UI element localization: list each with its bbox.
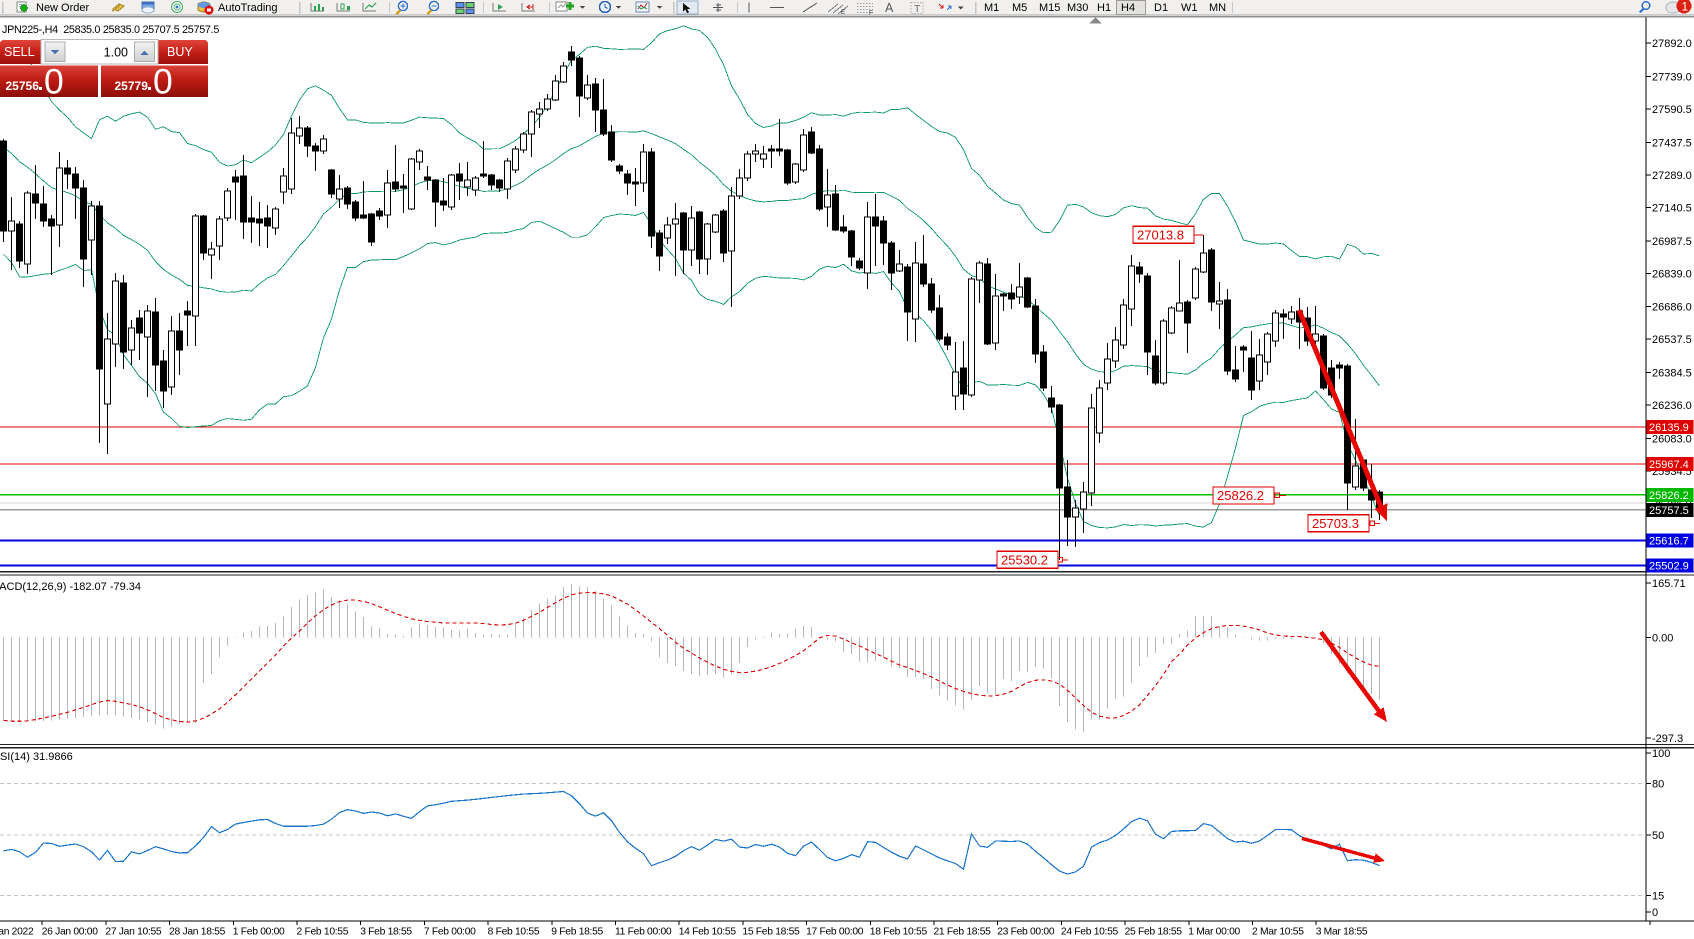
svg-text:D1: D1 — [1154, 2, 1168, 14]
svg-text:18 Feb 10:55: 18 Feb 10:55 — [870, 927, 928, 938]
svg-text:25616.7: 25616.7 — [1649, 536, 1689, 548]
svg-text:25703.3: 25703.3 — [1312, 516, 1359, 531]
svg-text:21 Feb 18:55: 21 Feb 18:55 — [934, 927, 992, 938]
svg-text:27140.5: 27140.5 — [1652, 202, 1692, 214]
svg-text:15 Feb 18:55: 15 Feb 18:55 — [742, 927, 800, 938]
svg-text:25502.9: 25502.9 — [1649, 561, 1689, 573]
svg-text:JPN225-,H4 25835.0 25835.0 25: JPN225-,H4 25835.0 25835.0 25707.5 25757… — [2, 24, 219, 36]
svg-text:27739.0: 27739.0 — [1652, 71, 1692, 83]
svg-text:1.00: 1.00 — [104, 46, 128, 60]
svg-text:24 Feb 10:55: 24 Feb 10:55 — [1061, 927, 1119, 938]
svg-text:27892.0: 27892.0 — [1652, 38, 1692, 50]
svg-text:27590.5: 27590.5 — [1652, 104, 1692, 116]
svg-text:26537.5: 26537.5 — [1652, 334, 1692, 346]
svg-text:3 Mar 18:55: 3 Mar 18:55 — [1316, 927, 1368, 938]
svg-text:26839.0: 26839.0 — [1652, 268, 1692, 280]
svg-text:0: 0 — [153, 62, 173, 102]
svg-text:23 Feb 00:00: 23 Feb 00:00 — [997, 927, 1055, 938]
svg-text:RSI(14) 31.9866: RSI(14) 31.9866 — [0, 751, 73, 763]
svg-text:0: 0 — [1652, 907, 1658, 919]
svg-text:26987.5: 26987.5 — [1652, 236, 1692, 248]
svg-text:W1: W1 — [1181, 2, 1198, 14]
svg-text:27013.8: 27013.8 — [1137, 227, 1184, 242]
svg-text:M15: M15 — [1039, 2, 1060, 14]
svg-text:M1: M1 — [984, 2, 999, 14]
svg-text:14 Feb 10:55: 14 Feb 10:55 — [679, 927, 737, 938]
svg-text:1 Mar 00:00: 1 Mar 00:00 — [1188, 927, 1240, 938]
svg-text:E: E — [841, 9, 846, 16]
svg-text:25 Feb 18:55: 25 Feb 18:55 — [1125, 927, 1183, 938]
svg-text:H1: H1 — [1097, 2, 1111, 14]
svg-text:17 Feb 00:00: 17 Feb 00:00 — [806, 927, 864, 938]
svg-text:26686.0: 26686.0 — [1652, 302, 1692, 314]
svg-text:50: 50 — [1652, 830, 1664, 842]
svg-text:0: 0 — [44, 62, 64, 102]
svg-text:25756: 25756 — [6, 79, 40, 93]
svg-text:2 Feb 10:55: 2 Feb 10:55 — [297, 927, 349, 938]
svg-text:25530.2: 25530.2 — [1001, 552, 1048, 567]
svg-text:New Order: New Order — [36, 2, 90, 14]
svg-text:26 Jan 00:00: 26 Jan 00:00 — [42, 927, 99, 938]
svg-text:26236.0: 26236.0 — [1652, 400, 1692, 412]
svg-text:26384.5: 26384.5 — [1652, 368, 1692, 380]
svg-text:MACD(12,26,9) -182.07 -79.34: MACD(12,26,9) -182.07 -79.34 — [0, 581, 141, 593]
svg-text:25826.2: 25826.2 — [1649, 490, 1689, 502]
svg-text:26083.0: 26083.0 — [1652, 434, 1692, 446]
svg-text:M5: M5 — [1012, 2, 1027, 14]
svg-text:T: T — [914, 3, 921, 15]
svg-text:1: 1 — [1682, 0, 1689, 14]
svg-text:F: F — [869, 10, 873, 17]
svg-text:BUY: BUY — [167, 45, 193, 59]
svg-text:27 Jan 10:55: 27 Jan 10:55 — [105, 927, 162, 938]
svg-text:H4: H4 — [1121, 2, 1135, 14]
svg-text:25757.5: 25757.5 — [1649, 505, 1689, 517]
svg-text:11 Feb 00:00: 11 Feb 00:00 — [615, 927, 672, 938]
svg-text:8 Feb 10:55: 8 Feb 10:55 — [488, 927, 540, 938]
svg-text:25779: 25779 — [115, 79, 149, 93]
svg-text:-297.3: -297.3 — [1652, 733, 1683, 745]
svg-text:1 Feb 00:00: 1 Feb 00:00 — [233, 927, 285, 938]
svg-text:25967.4: 25967.4 — [1649, 459, 1689, 471]
svg-text:100: 100 — [1652, 748, 1670, 760]
svg-text:15: 15 — [1652, 891, 1664, 903]
svg-text:MN: MN — [1209, 2, 1226, 14]
svg-text:7 Feb 00:00: 7 Feb 00:00 — [424, 927, 476, 938]
svg-text:9 Feb 18:55: 9 Feb 18:55 — [551, 927, 603, 938]
svg-text:SELL: SELL — [4, 45, 35, 59]
svg-text:80: 80 — [1652, 778, 1664, 790]
svg-text:25826.2: 25826.2 — [1217, 488, 1264, 503]
svg-text:28 Jan 18:55: 28 Jan 18:55 — [169, 927, 226, 938]
svg-text:26135.9: 26135.9 — [1649, 422, 1689, 434]
svg-text:27289.0: 27289.0 — [1652, 170, 1692, 182]
svg-text:M30: M30 — [1067, 2, 1088, 14]
svg-text:165.71: 165.71 — [1652, 578, 1686, 590]
svg-text:A: A — [885, 1, 894, 15]
svg-text:3 Feb 18:55: 3 Feb 18:55 — [360, 927, 412, 938]
svg-text:0.00: 0.00 — [1652, 633, 1673, 645]
svg-text:25 Jan 2022: 25 Jan 2022 — [0, 927, 34, 938]
svg-text:2 Mar 10:55: 2 Mar 10:55 — [1252, 927, 1304, 938]
svg-text:AutoTrading: AutoTrading — [218, 2, 278, 14]
svg-text:27437.5: 27437.5 — [1652, 137, 1692, 149]
